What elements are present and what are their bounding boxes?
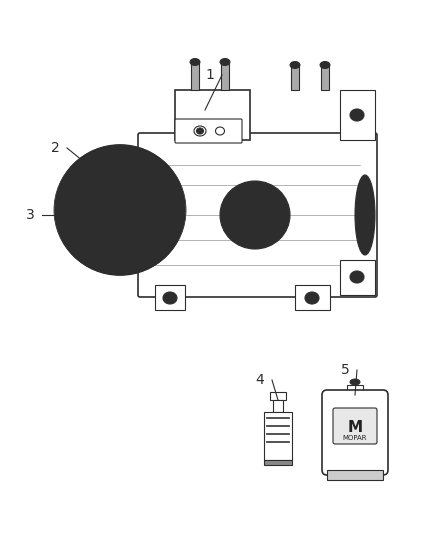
Ellipse shape [96,187,144,233]
Bar [221,62,229,90]
Ellipse shape [140,196,170,224]
Ellipse shape [355,175,375,255]
Bar [347,385,363,395]
Ellipse shape [220,181,290,249]
Bar [175,90,250,140]
FancyBboxPatch shape [333,408,377,444]
Ellipse shape [220,59,230,66]
Ellipse shape [190,59,200,66]
Ellipse shape [115,206,125,214]
Polygon shape [340,260,375,295]
Bar [327,470,383,480]
Text: 5: 5 [341,363,350,377]
Bar [321,65,329,90]
Bar [273,400,283,412]
Ellipse shape [240,201,270,229]
Bar [291,65,299,90]
FancyBboxPatch shape [138,133,377,297]
Polygon shape [295,285,330,310]
Ellipse shape [350,271,364,283]
Ellipse shape [123,167,167,262]
Polygon shape [155,285,185,310]
Bar [264,460,292,465]
Ellipse shape [305,292,319,304]
Ellipse shape [163,292,177,304]
Bar [270,392,286,400]
FancyBboxPatch shape [322,390,388,475]
Ellipse shape [350,109,364,121]
Ellipse shape [197,128,204,134]
Text: 1: 1 [205,68,215,82]
Text: 4: 4 [256,373,265,387]
Ellipse shape [320,61,330,69]
Polygon shape [340,90,375,140]
Ellipse shape [102,193,138,227]
Ellipse shape [55,145,185,275]
Ellipse shape [350,379,360,385]
Bar [264,412,292,460]
Text: 3: 3 [26,208,34,222]
FancyBboxPatch shape [175,119,242,143]
Text: MOPAR: MOPAR [343,435,367,441]
Ellipse shape [110,201,130,219]
Bar [191,62,199,90]
Text: M: M [347,421,363,435]
Ellipse shape [290,61,300,69]
Text: 2: 2 [51,141,60,155]
